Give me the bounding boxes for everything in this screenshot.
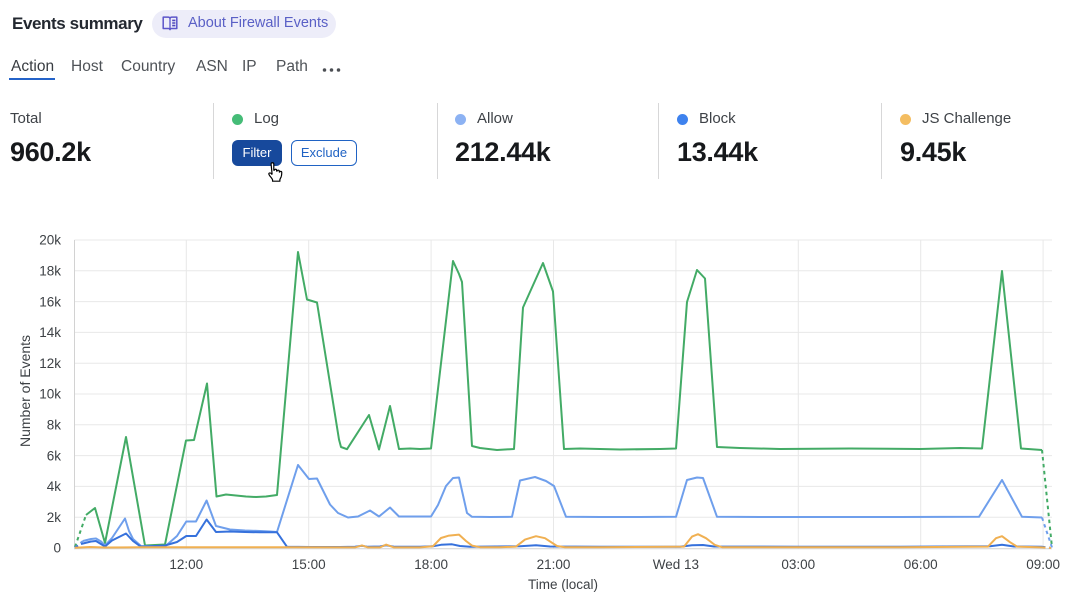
- svg-text:18:00: 18:00: [414, 557, 448, 572]
- svg-text:2k: 2k: [47, 510, 62, 525]
- svg-text:8k: 8k: [47, 418, 62, 433]
- svg-text:12:00: 12:00: [169, 557, 203, 572]
- svg-text:15:00: 15:00: [292, 557, 326, 572]
- svg-text:20k: 20k: [39, 233, 61, 248]
- svg-text:10k: 10k: [39, 387, 61, 402]
- svg-text:09:00: 09:00: [1026, 557, 1060, 572]
- svg-text:Number of Events: Number of Events: [17, 335, 33, 447]
- svg-text:16k: 16k: [39, 294, 61, 309]
- svg-text:21:00: 21:00: [537, 557, 571, 572]
- svg-text:Time (local): Time (local): [528, 577, 598, 592]
- svg-text:0: 0: [53, 541, 61, 556]
- svg-text:Wed 13: Wed 13: [653, 557, 699, 572]
- svg-text:12k: 12k: [39, 356, 61, 371]
- svg-text:14k: 14k: [39, 325, 61, 340]
- svg-text:03:00: 03:00: [781, 557, 815, 572]
- svg-text:4k: 4k: [47, 479, 62, 494]
- svg-text:18k: 18k: [39, 264, 61, 279]
- svg-text:06:00: 06:00: [904, 557, 938, 572]
- svg-text:6k: 6k: [47, 448, 62, 463]
